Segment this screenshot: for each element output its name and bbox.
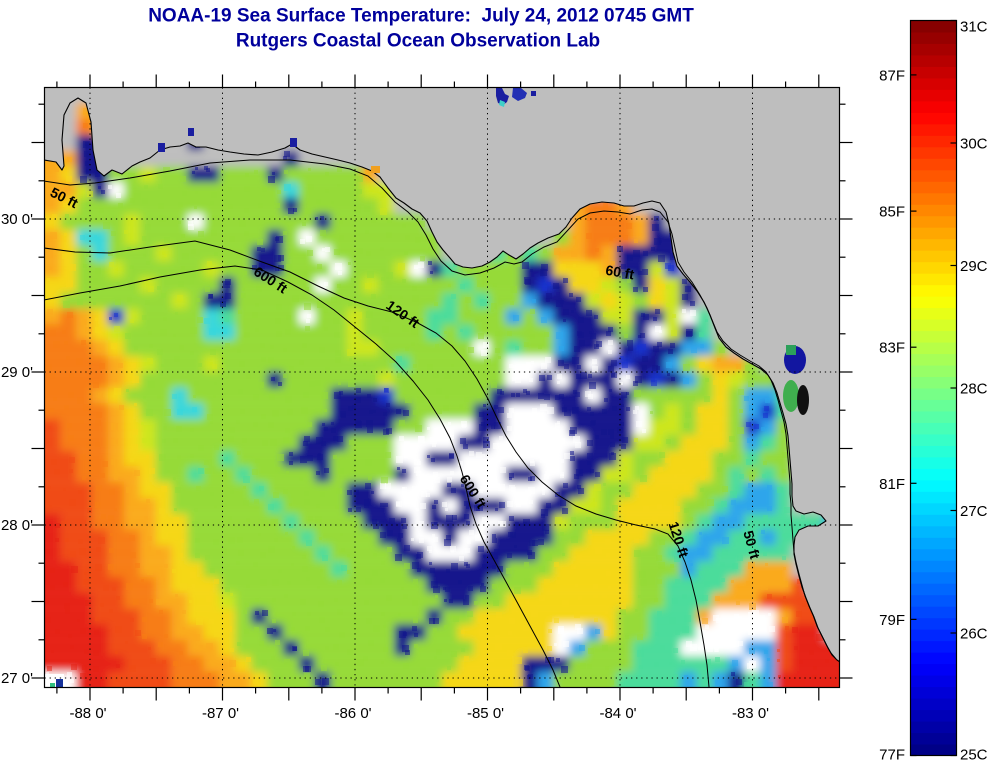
svg-text:50 ft: 50 ft — [740, 529, 763, 561]
svg-text:31C: 31C — [960, 19, 988, 36]
svg-text:30C: 30C — [960, 136, 988, 153]
svg-text:-88 0': -88 0' — [69, 705, 106, 722]
svg-text:87F: 87F — [879, 67, 905, 84]
svg-text:-83 0': -83 0' — [732, 705, 769, 722]
svg-text:-86 0': -86 0' — [334, 705, 371, 722]
svg-text:25C: 25C — [960, 747, 988, 764]
svg-text:-84 0': -84 0' — [599, 705, 636, 722]
svg-text:NOAA-19 Sea Surface Temperatur: NOAA-19 Sea Surface Temperature: July 24… — [148, 6, 694, 27]
svg-text:29 0': 29 0' — [1, 364, 33, 381]
svg-text:83F: 83F — [879, 340, 905, 357]
svg-text:-87 0': -87 0' — [202, 705, 239, 722]
svg-text:85F: 85F — [879, 204, 905, 221]
svg-text:29C: 29C — [960, 258, 988, 275]
svg-text:60 ft: 60 ft — [604, 262, 635, 283]
svg-text:28C: 28C — [960, 381, 988, 398]
svg-text:77F: 77F — [879, 747, 905, 764]
svg-text:26C: 26C — [960, 626, 988, 643]
svg-text:79F: 79F — [879, 612, 905, 629]
svg-text:27C: 27C — [960, 503, 988, 520]
svg-text:28 0': 28 0' — [1, 517, 33, 534]
svg-text:-85 0': -85 0' — [467, 705, 504, 722]
svg-text:Rutgers Coastal Ocean Observat: Rutgers Coastal Ocean Observation Lab — [236, 31, 600, 52]
svg-text:81F: 81F — [879, 476, 905, 493]
svg-text:30 0': 30 0' — [1, 211, 33, 228]
svg-text:27 0': 27 0' — [1, 670, 33, 687]
